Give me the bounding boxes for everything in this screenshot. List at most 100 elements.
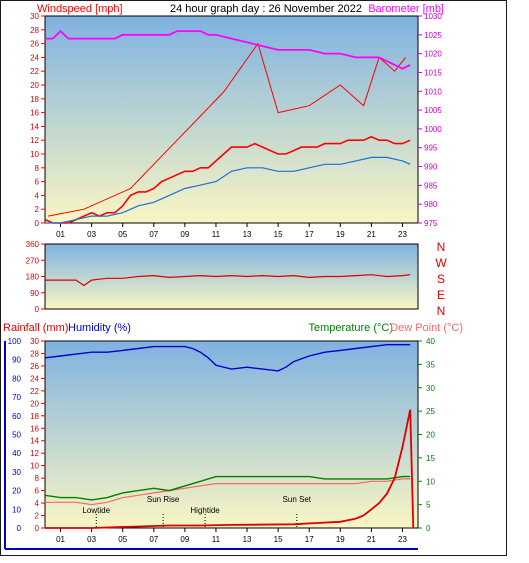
humidity-tick-label: 20	[12, 487, 21, 496]
wind-tick-label: 10	[30, 150, 39, 159]
chart-title: 24 hour graph day : 26 November 2022	[170, 3, 362, 15]
temperature-series	[44, 475, 411, 501]
wind-x-tick-label: 03	[87, 230, 96, 239]
baro-tick-label: 1020	[424, 50, 442, 59]
weather-graph: Windspeed [mph] 24 hour graph day : 26 N…	[3, 3, 463, 550]
wind-x-tick-label: 19	[336, 230, 345, 239]
temp-tick-label: 5	[426, 501, 431, 510]
wind-tick-label: 20	[30, 81, 39, 90]
humidity-series	[44, 344, 411, 372]
direction-series	[45, 274, 411, 287]
event-marker-label: Sun Rise	[147, 495, 180, 504]
humidity-tick-label: 90	[12, 356, 21, 365]
rain-tick-label: 4	[35, 499, 40, 508]
wind-x-tick-label: 15	[274, 230, 283, 239]
baro-tick-label: 1000	[424, 125, 442, 134]
humidity-x-tick-label: 15	[274, 535, 283, 544]
baro-tick-label: 975	[424, 219, 438, 228]
baro-tick-label: 980	[424, 200, 438, 209]
direction-tick-label: 90	[30, 289, 39, 298]
wind-tick-label: 24	[30, 53, 39, 62]
temp-tick-label: 15	[426, 454, 435, 463]
wind-x-tick-label: 11	[212, 230, 221, 239]
rain-tick-label: 20	[30, 399, 39, 408]
rainfall-series	[45, 409, 415, 529]
humidity-x-tick-label: 19	[336, 535, 345, 544]
wind-tick-label: 16	[30, 109, 39, 118]
event-marker-label: Lowtide	[82, 506, 110, 515]
direction-tick-label: 270	[26, 256, 40, 265]
rainfall-axis-title: Rainfall (mm)	[3, 322, 68, 334]
wind-tick-label: 28	[30, 26, 39, 35]
wind-tick-label: 22	[30, 67, 39, 76]
rain-tick-label: 12	[30, 449, 39, 458]
dewpoint-series	[45, 478, 411, 506]
baro-tick-label: 1005	[424, 106, 442, 115]
humidity-x-tick-label: 05	[118, 535, 127, 544]
barometer-series	[45, 29, 411, 70]
temp-tick-label: 30	[426, 384, 435, 393]
humidity-tick-label: 30	[12, 468, 21, 477]
temp-tick-label: 35	[426, 360, 435, 369]
wind-tick-label: 2	[35, 205, 40, 214]
avg-wind-series	[45, 156, 411, 224]
rain-tick-label: 24	[30, 374, 39, 383]
humidity-tick-label: 80	[12, 374, 21, 383]
humidity-x-tick-label: 21	[367, 535, 376, 544]
humidity-tick-label: 0	[17, 524, 22, 533]
graph-frame: Windspeed [mph] 24 hour graph day : 26 N…	[0, 0, 507, 556]
humidity-x-tick-label: 03	[87, 535, 96, 544]
direction-tick-label: 180	[26, 273, 40, 282]
rain-tick-label: 6	[35, 487, 40, 496]
dynamic-marks: 0246810121416182022242628309759809859909…	[8, 12, 443, 544]
event-marker-label: Hightide	[190, 506, 220, 515]
wind-x-tick-label: 01	[56, 230, 65, 239]
wind-tick-label: 18	[30, 95, 39, 104]
baro-tick-label: 995	[424, 144, 438, 153]
humidity-x-tick-label: 07	[149, 535, 158, 544]
compass-label-s: S	[437, 272, 445, 286]
rain-tick-label: 14	[30, 437, 39, 446]
compass-label-n-bottom: N	[437, 304, 446, 318]
wind-x-tick-label: 23	[398, 230, 407, 239]
wind-tick-label: 26	[30, 40, 39, 49]
wind-panel	[44, 15, 419, 224]
barometer-axis-title: Barometer [mb]	[368, 3, 444, 15]
rain-tick-label: 18	[30, 412, 39, 421]
humidity-x-tick-label: 13	[243, 535, 252, 544]
dewpoint-axis-title: Dew Point (°C)	[390, 322, 463, 334]
rain-tick-label: 22	[30, 387, 39, 396]
wind-tick-label: 0	[35, 219, 40, 228]
wind-tick-label: 30	[30, 12, 39, 21]
humidity-tick-label: 10	[12, 505, 21, 514]
humidity-x-tick-label: 17	[305, 535, 314, 544]
compass-label-e: E	[437, 288, 445, 302]
baro-tick-label: 1030	[424, 12, 442, 21]
rain-tick-label: 26	[30, 362, 39, 371]
rain-tick-label: 8	[35, 474, 40, 483]
rain-tick-label: 2	[35, 512, 40, 521]
temp-tick-label: 10	[426, 477, 435, 486]
rain-tick-label: 16	[30, 424, 39, 433]
windspeed-series	[44, 135, 411, 224]
baro-tick-label: 1010	[424, 87, 442, 96]
temp-tick-label: 40	[426, 337, 435, 346]
baro-tick-label: 985	[424, 181, 438, 190]
humidity-x-tick-label: 01	[56, 535, 65, 544]
wind-x-tick-label: 17	[305, 230, 314, 239]
wind-tick-label: 12	[30, 136, 39, 145]
humidity-tick-label: 50	[12, 431, 21, 440]
wind-x-tick-label: 13	[243, 230, 252, 239]
humidity-x-tick-label: 09	[180, 535, 189, 544]
wind-x-tick-label: 07	[149, 230, 158, 239]
humidity-x-tick-label: 23	[398, 535, 407, 544]
direction-tick-label: 0	[35, 305, 40, 314]
baro-tick-label: 990	[424, 163, 438, 172]
humidity-tick-label: 100	[8, 337, 22, 346]
wind-tick-label: 4	[35, 191, 40, 200]
rain-tick-label: 0	[35, 524, 40, 533]
rain-tick-label: 10	[30, 462, 39, 471]
rain-tick-label: 30	[30, 337, 39, 346]
wind-x-tick-label: 21	[367, 230, 376, 239]
temp-tick-label: 0	[426, 524, 431, 533]
